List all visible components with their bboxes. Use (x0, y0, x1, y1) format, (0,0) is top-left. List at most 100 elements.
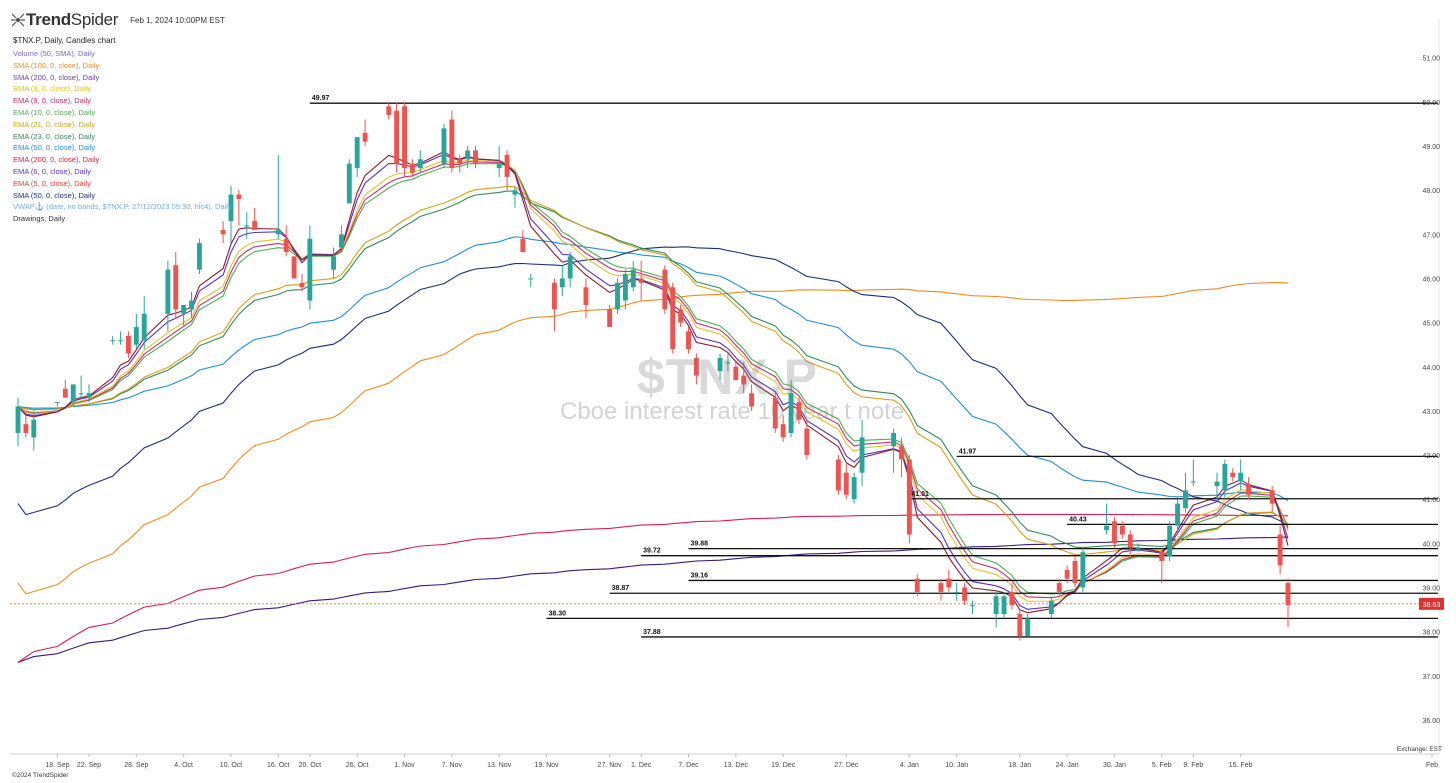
indicator-item[interactable]: SMA (200, 0, close), Daily (13, 72, 100, 82)
watermark-symbol: $TNX.P (637, 349, 819, 405)
candle-body (1072, 561, 1078, 584)
candle-body (275, 229, 281, 235)
candle (717, 353, 723, 380)
candle (173, 251, 179, 319)
x-tick-label: 7. Dec (678, 762, 699, 769)
ema-23-line (17, 190, 1289, 549)
candle (780, 415, 786, 442)
level-label: 39.72 (643, 548, 661, 555)
candle-body (125, 335, 131, 354)
candle-body (1025, 618, 1031, 637)
indicator-item[interactable]: EMA (50, 0, close), Daily (13, 143, 96, 153)
candle (772, 393, 778, 433)
x-tick-label: 26. Oct (346, 762, 369, 769)
x-tick-label: 1. Dec (631, 762, 652, 769)
brand-bold: Trend (26, 10, 71, 29)
symbol-line[interactable]: $TNX.P, Daily, Candles chart (13, 36, 116, 45)
candle-body (409, 163, 415, 173)
level-label: 39.88 (690, 541, 708, 548)
indicator-item[interactable]: SMA (50, 0, close), Daily (13, 190, 96, 200)
indicator-item[interactable]: EMA (8, 0, close), Daily (13, 84, 91, 94)
indicator-item[interactable]: EMA (5, 0, close), Daily (13, 178, 91, 188)
candle-body (749, 393, 755, 407)
candle (62, 380, 68, 398)
candle (252, 207, 258, 230)
candle (1167, 521, 1173, 561)
x-tick-label: 24. Jan (1056, 762, 1079, 769)
candle (686, 327, 691, 354)
candle-body (1119, 525, 1125, 535)
indicator-item[interactable]: EMA (200, 0, close), Daily (13, 155, 100, 165)
candle (1238, 459, 1244, 491)
y-tick-label: 38.00 (1422, 630, 1440, 637)
candle (78, 375, 84, 398)
indicator-item[interactable]: EMA (23, 0, close), Daily (13, 131, 96, 141)
x-tick-label: 4. Oct (174, 762, 193, 769)
candle (1159, 547, 1165, 584)
indicator-item[interactable]: EMA (10, 0, close), Daily (13, 107, 96, 117)
candle (1190, 459, 1196, 486)
candle-body (346, 163, 352, 204)
candle-body (678, 309, 684, 323)
brand-logo[interactable]: TrendSpider Feb 1, 2024 10:00PM EST (10, 10, 232, 30)
candle (1246, 477, 1252, 500)
x-tick-label: 5. Feb (1152, 762, 1172, 769)
indicator-item[interactable]: SMA (100, 0, close), Daily (13, 60, 100, 70)
indicator-item[interactable]: EMA (21, 0, close), Daily (13, 119, 96, 129)
candle-body (228, 194, 234, 222)
candle (938, 578, 944, 601)
candle-body (1080, 552, 1086, 588)
level-label: 40.43 (1069, 516, 1087, 523)
candle (851, 472, 857, 504)
candle (1135, 543, 1141, 553)
x-tick-label: 13. Nov (487, 762, 512, 769)
indicator-item[interactable]: VWAP⚓ (date, no bands, $TNX.P, 27/12/202… (13, 202, 232, 212)
indicator-item[interactable]: Drawings, Daily (13, 214, 66, 224)
candle-body (899, 446, 904, 460)
candle (970, 600, 975, 614)
chart-datetime: Feb 1, 2024 10:00PM EST (130, 15, 225, 25)
candle-body (630, 269, 636, 288)
candle (528, 274, 534, 288)
candle-body (165, 269, 171, 314)
candle (133, 313, 139, 350)
brand-name: TrendSpider (26, 10, 118, 30)
candle (678, 304, 684, 328)
x-tick-label: 10. Jan (945, 762, 968, 769)
candle-body (1135, 547, 1141, 549)
candle (1222, 459, 1228, 500)
candle (86, 384, 92, 403)
candle-body (354, 137, 360, 169)
indicator-item[interactable]: Volume (50, SMA), Daily (13, 49, 95, 58)
x-tick-label: 15. Feb (1229, 762, 1253, 769)
x-tick-label: Feb (1426, 762, 1438, 769)
candle-body (520, 238, 526, 252)
candle (449, 110, 455, 173)
candle-body (252, 221, 258, 230)
x-tick-label: 7. Nov (442, 762, 463, 769)
candle (559, 265, 565, 297)
candle-body (938, 583, 944, 592)
y-axis: 51.00 50.00 49.00 48.00 47.00 46.00 45.00 44.00… (1422, 56, 1440, 725)
y-tick-label: 46.00 (1422, 276, 1440, 283)
candle-body (110, 340, 116, 342)
x-tick-label: 30. Jan (1103, 762, 1126, 769)
candle-body (962, 587, 968, 601)
candle (307, 225, 313, 310)
candle-body (496, 163, 502, 169)
x-tick-label: 9. Feb (1183, 762, 1203, 769)
candle-body (62, 388, 68, 398)
candle (228, 185, 234, 244)
level-lines: 49.97 41.97 41.01 40.43 39.88 39.72 39.16 38.87… (10, 95, 1444, 638)
candle (1017, 609, 1023, 641)
candle-body (780, 424, 786, 438)
watermark-name: Cboe interest rate 10 year t note (560, 398, 905, 425)
y-tick-label: 43.00 (1422, 409, 1440, 416)
candle (630, 260, 636, 292)
candle-body (173, 265, 179, 310)
candle-body (512, 190, 518, 195)
indicator-item[interactable]: EMA (6, 0, close), Daily (13, 166, 91, 176)
candle-body (1183, 490, 1188, 509)
indicator-item[interactable]: EMA (9, 0, close), Daily (13, 96, 91, 106)
